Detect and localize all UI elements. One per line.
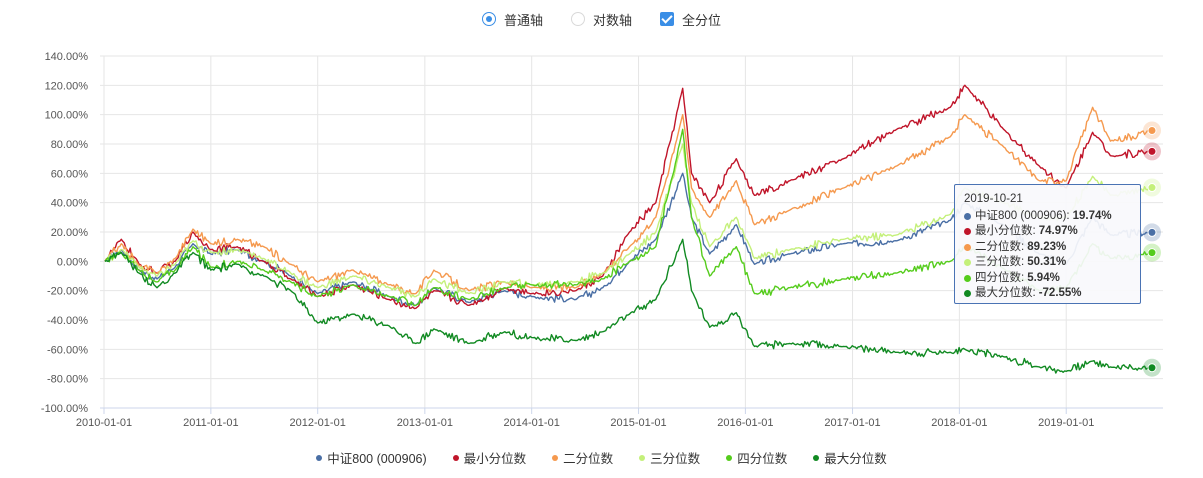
y-tick-label: -80.00% xyxy=(47,374,88,386)
radio-selected-icon[interactable] xyxy=(481,12,496,26)
y-tick-label: -100.00% xyxy=(41,403,88,415)
x-tick-label: 2013-01-01 xyxy=(397,417,453,429)
tooltip-value: -72.55% xyxy=(1038,287,1082,299)
end-markers[interactable] xyxy=(1143,121,1161,377)
tooltip-value: 74.97% xyxy=(1038,225,1078,237)
legend-label[interactable]: 四分位数 xyxy=(737,452,788,466)
log-axis-radio[interactable]: 对数轴 xyxy=(570,10,632,29)
tooltip-dot-icon xyxy=(964,259,971,267)
legend-dot-icon xyxy=(813,454,820,461)
tooltip-row: 四分位数: 5.94% xyxy=(964,271,1131,287)
tooltip-rows: 中证800 (000906): 19.74% 最小分位数: 74.97% 二分位数: 89… xyxy=(964,209,1131,302)
y-tick-label: 40.00% xyxy=(51,198,89,210)
y-tick-label: -40.00% xyxy=(47,315,88,327)
tooltip-dot-icon xyxy=(964,243,971,251)
x-tick-label: 2010-01-01 xyxy=(76,417,132,429)
y-tick-label: 120.00% xyxy=(45,80,89,92)
log-axis-label[interactable]: 对数轴 xyxy=(592,12,632,28)
legend-dot-icon xyxy=(726,454,733,461)
tooltip-label: 四分位数: xyxy=(975,271,1025,284)
tooltip: 2019-10-21 中证800 (000906): 19.74% 最小分位数: 74… xyxy=(954,184,1141,304)
tooltip-value: 5.94% xyxy=(1027,271,1060,284)
x-tick-label: 2017-01-01 xyxy=(824,417,880,429)
all-quantile-label[interactable]: 全分位 xyxy=(682,12,722,28)
y-tick-label: -20.00% xyxy=(47,286,88,298)
tooltip-date: 2019-10-21 xyxy=(964,193,1023,205)
linear-axis-radio[interactable]: 普通轴 xyxy=(481,10,543,29)
x-tick-label: 2019-01-01 xyxy=(1038,417,1094,429)
x-tick-label: 2015-01-01 xyxy=(610,417,666,429)
tooltip-value: 89.23% xyxy=(1027,240,1067,253)
x-tick-label: 2011-01-01 xyxy=(183,417,238,429)
tooltip-dot-icon xyxy=(964,228,971,236)
legend-label[interactable]: 中证800 (000906) xyxy=(327,452,427,466)
x-axis: 2010-01-01 2011-01-01 2012-01-01 2013-01-01… xyxy=(76,407,1163,429)
x-tick-label: 2012-01-01 xyxy=(290,417,346,429)
tooltip-label: 中证800 (000906): xyxy=(975,209,1070,222)
legend-label[interactable]: 二分位数 xyxy=(563,452,614,466)
tooltip-label: 最大分位数: xyxy=(975,287,1036,299)
end-marker-point[interactable] xyxy=(1147,146,1157,156)
legend-item[interactable]: 中证800 (000906) xyxy=(316,448,427,467)
tooltip-dot-icon xyxy=(964,290,971,298)
legend-item[interactable]: 最大分位数 xyxy=(813,448,887,467)
series-line[interactable] xyxy=(104,106,1153,295)
x-tick-label: 2014-01-01 xyxy=(504,417,560,429)
tooltip-row: 三分位数: 50.31% xyxy=(964,255,1131,271)
tooltip-dot-icon xyxy=(964,274,971,282)
legend: 中证800 (000906) 最小分位数 二分位数 三分位数 四分位数 最大分位数 xyxy=(0,448,1203,467)
x-tick-label: 2016-01-01 xyxy=(717,417,773,429)
tooltip-value: 50.31% xyxy=(1027,256,1067,268)
tooltip-row: 二分位数: 89.23% xyxy=(964,240,1131,256)
x-tick-label: 2018-01-01 xyxy=(931,417,987,429)
all-quantile-checkbox[interactable]: 全分位 xyxy=(660,10,721,29)
y-tick-label: 80.00% xyxy=(51,139,89,151)
end-marker-point[interactable] xyxy=(1147,183,1157,193)
legend-label[interactable]: 最大分位数 xyxy=(824,452,887,466)
legend-label[interactable]: 最小分位数 xyxy=(463,452,527,466)
legend-dot-icon xyxy=(452,454,459,461)
y-tick-label: -60.00% xyxy=(47,344,88,356)
tooltip-row: 最大分位数: -72.55% xyxy=(964,286,1131,302)
series-line[interactable] xyxy=(104,238,1153,374)
end-marker-point[interactable] xyxy=(1147,125,1157,135)
tooltip-row: 中证800 (000906): 19.74% xyxy=(964,209,1131,225)
tooltip-value: 19.74% xyxy=(1072,209,1112,222)
linear-axis-label[interactable]: 普通轴 xyxy=(503,12,543,28)
end-marker-point[interactable] xyxy=(1147,363,1157,373)
y-tick-label: 20.00% xyxy=(51,227,89,239)
legend-dot-icon xyxy=(639,454,646,461)
end-marker-point[interactable] xyxy=(1147,227,1157,237)
plot-area[interactable] xyxy=(104,84,1153,374)
legend-dot-icon xyxy=(552,454,559,461)
legend-item[interactable]: 二分位数 xyxy=(552,448,613,467)
legend-item[interactable]: 最小分位数 xyxy=(452,448,527,467)
tooltip-row: 最小分位数: 74.97% xyxy=(964,224,1131,240)
tooltip-label: 最小分位数: xyxy=(975,225,1036,237)
y-tick-label: 0.00% xyxy=(57,256,88,268)
y-tick-label: 140.00% xyxy=(45,51,89,63)
y-tick-label: 100.00% xyxy=(45,110,89,122)
legend-item[interactable]: 三分位数 xyxy=(639,448,700,467)
tooltip-dot-icon xyxy=(964,212,971,220)
tooltip-label: 三分位数: xyxy=(975,256,1025,268)
tooltip-label: 二分位数: xyxy=(975,240,1025,253)
legend-dot-icon xyxy=(316,454,323,461)
y-tick-label: 60.00% xyxy=(51,168,89,180)
legend-item[interactable]: 四分位数 xyxy=(726,448,787,467)
radio-unselected-icon[interactable] xyxy=(570,12,585,26)
legend-label[interactable]: 三分位数 xyxy=(650,452,701,466)
axis-controls: 普通轴 对数轴 全分位 xyxy=(0,8,1203,30)
y-axis: 140.00% 120.00% 100.00% 80.00% 60.00% 40.00% 2… xyxy=(41,51,88,415)
checkbox-checked-icon[interactable] xyxy=(660,12,674,26)
end-marker-point[interactable] xyxy=(1147,248,1157,258)
